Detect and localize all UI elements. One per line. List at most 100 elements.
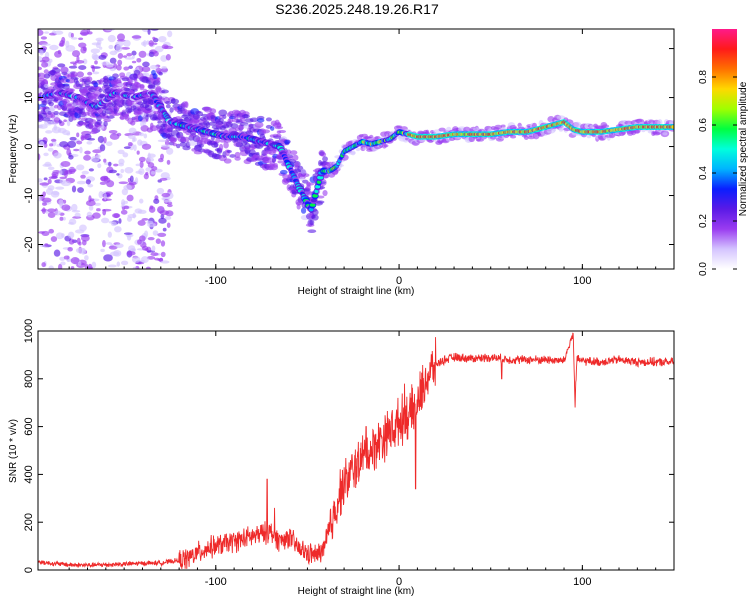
spectrogram-noise-cell bbox=[91, 65, 96, 73]
spectrogram-noise-cell bbox=[47, 208, 56, 213]
spectrogram-halo-cell bbox=[463, 126, 471, 133]
snr-series-line bbox=[37, 332, 675, 570]
spectrogram-halo-cell bbox=[73, 77, 79, 81]
spectrogram-noise-cell bbox=[165, 54, 171, 61]
spectrogram-noise-cell bbox=[80, 234, 90, 242]
spectrogram-noise-cell bbox=[115, 243, 124, 249]
spectrogram-halo-cell bbox=[500, 124, 506, 128]
spectrogram-noise-cell bbox=[52, 173, 57, 178]
spectrogram-halo-cell bbox=[114, 105, 120, 110]
spectrogram-noise-cell bbox=[92, 54, 101, 61]
spectrogram-halo-cell bbox=[144, 104, 153, 111]
spectrogram-noise-cell bbox=[150, 170, 156, 175]
spectrogram-noise-cell bbox=[50, 236, 58, 242]
spectrogram-noise-cell bbox=[107, 231, 112, 238]
spectrogram-noise-cell bbox=[138, 167, 145, 175]
spectrogram-noise-cell bbox=[133, 137, 137, 142]
spectrogram-halo-cell bbox=[355, 147, 361, 152]
spectrogram-noise-cell bbox=[150, 252, 159, 257]
spectrogram-noise-cell bbox=[48, 265, 54, 269]
spectrogram-noise-cell bbox=[59, 169, 63, 176]
spectrogram-noise-cell bbox=[44, 243, 49, 247]
spectrogram-noise-cell bbox=[80, 46, 87, 54]
spectrogram-noise-cell bbox=[84, 150, 91, 155]
spectrogram-halo-cell bbox=[494, 124, 503, 130]
spectrogram-noise-cell bbox=[57, 63, 66, 68]
spectrogram-halo-cell bbox=[147, 84, 156, 90]
spectrogram-noise-cell bbox=[160, 240, 166, 247]
spectrogram-halo-cell bbox=[299, 175, 305, 182]
spectrogram-noise-cell bbox=[96, 154, 101, 159]
spectrogram-noise-cell bbox=[44, 120, 53, 126]
spectrogram-halo-cell bbox=[601, 124, 610, 128]
spectrogram-noise-cell bbox=[68, 168, 77, 173]
spectrogram-noise-cell bbox=[113, 213, 120, 219]
spectrogram-halo-cell bbox=[103, 120, 108, 127]
spectrogram-noise-cell bbox=[68, 231, 75, 239]
spectrogram-noise-cell bbox=[41, 262, 46, 268]
spectrogram-halo-cell bbox=[249, 117, 259, 123]
spectrogram-noise-cell bbox=[167, 203, 173, 208]
spectrogram-noise-cell bbox=[120, 47, 130, 50]
spectrogram-content bbox=[38, 29, 674, 269]
spectrogram-halo-cell bbox=[196, 111, 204, 117]
spectrogram-halo-cell bbox=[71, 71, 78, 78]
spectrogram-noise-cell bbox=[88, 168, 94, 172]
spectrogram-noise-cell bbox=[131, 50, 137, 56]
spectrogram-noise-cell bbox=[152, 230, 159, 236]
spectrogram-noise-cell bbox=[136, 150, 140, 155]
spectrogram-noise-cell bbox=[40, 36, 48, 40]
spectrogram-noise-cell bbox=[161, 192, 171, 198]
spectrogram-noise-cell bbox=[53, 117, 61, 123]
spectrogram-noise-cell bbox=[54, 210, 62, 216]
spectrogram-noise-cell bbox=[154, 45, 164, 53]
spectrogram-noise-cell bbox=[148, 51, 155, 58]
spectrogram-noise-cell bbox=[68, 154, 74, 160]
spectrogram-noise-cell bbox=[43, 152, 49, 157]
spectrogram-noise-cell bbox=[113, 249, 122, 257]
spectrogram-noise-cell bbox=[78, 65, 87, 70]
spectrogram-halo-cell bbox=[107, 105, 114, 112]
spectrogram-halo-cell bbox=[93, 82, 99, 88]
spectrogram-halo-cell bbox=[218, 117, 224, 123]
spectrogram-noise-cell bbox=[149, 205, 154, 210]
spectrogram-ytick-label: -10 bbox=[23, 188, 35, 204]
spectrogram-noise-cell bbox=[87, 183, 94, 188]
spectrogram-noise-cell bbox=[42, 163, 53, 167]
colorbar-ticks: 0.0 0.2 0.4 0.6 0.8 bbox=[698, 70, 737, 276]
spectrogram-noise-cell bbox=[123, 39, 131, 47]
spectrogram-noise-cell bbox=[160, 214, 165, 219]
spectrogram-halo-cell bbox=[114, 112, 120, 117]
spectrogram-noise-cell bbox=[75, 247, 86, 254]
spectrogram-halo-cell bbox=[164, 100, 172, 105]
spectrogram-noise-cell bbox=[146, 220, 154, 225]
spectrogram-noise-cell bbox=[152, 36, 156, 40]
spectrogram-noise-cell bbox=[38, 231, 45, 234]
spectrogram-halo-cell bbox=[276, 133, 282, 138]
spectrogram-halo-cell bbox=[112, 73, 119, 79]
spectrogram-noise-cell bbox=[155, 238, 161, 244]
spectrogram-noise-cell bbox=[116, 173, 120, 176]
spectrogram-xlabel: Height of straight line (km) bbox=[298, 286, 415, 297]
spectrogram-noise-cell bbox=[77, 261, 82, 266]
spectrogram-noise-cell bbox=[41, 56, 50, 63]
spectrogram-ridge-core bbox=[310, 198, 317, 203]
spectrogram-noise-cell bbox=[124, 57, 135, 60]
spectrogram-noise-cell bbox=[135, 163, 141, 167]
spectrogram-noise-cell bbox=[123, 232, 133, 235]
spectrogram-halo-cell bbox=[166, 127, 174, 133]
spectrogram-halo-cell bbox=[523, 135, 529, 140]
spectrogram-noise-cell bbox=[126, 216, 133, 222]
spectrogram-halo-cell bbox=[179, 141, 187, 147]
spectrogram-noise-cell bbox=[42, 197, 52, 203]
figure-title: S236.2025.248.19.26.R17 bbox=[275, 1, 439, 17]
spectrogram-noise-cell bbox=[98, 190, 104, 199]
spectrogram-noise-cell bbox=[161, 144, 171, 148]
spectrogram-noise-cell bbox=[156, 187, 165, 195]
spectrogram-halo-cell bbox=[106, 115, 115, 119]
spectrogram-noise-cell bbox=[118, 158, 125, 165]
spectrogram-noise-cell bbox=[79, 146, 83, 154]
spectrogram-noise-cell bbox=[78, 37, 84, 41]
spectrogram-noise-cell bbox=[108, 245, 118, 250]
